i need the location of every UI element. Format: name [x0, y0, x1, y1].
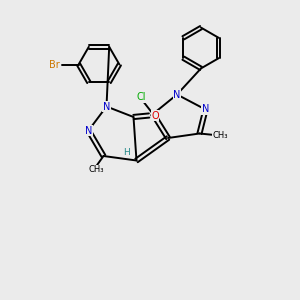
Text: N: N	[173, 89, 181, 100]
Text: N: N	[85, 125, 92, 136]
Text: N: N	[202, 104, 209, 115]
Text: CH₃: CH₃	[88, 165, 104, 174]
Text: Br: Br	[49, 59, 59, 70]
Text: O: O	[151, 110, 159, 121]
Text: Cl: Cl	[136, 92, 146, 103]
Text: CH₃: CH₃	[213, 130, 228, 140]
Text: H: H	[124, 148, 130, 157]
Text: N: N	[103, 101, 110, 112]
